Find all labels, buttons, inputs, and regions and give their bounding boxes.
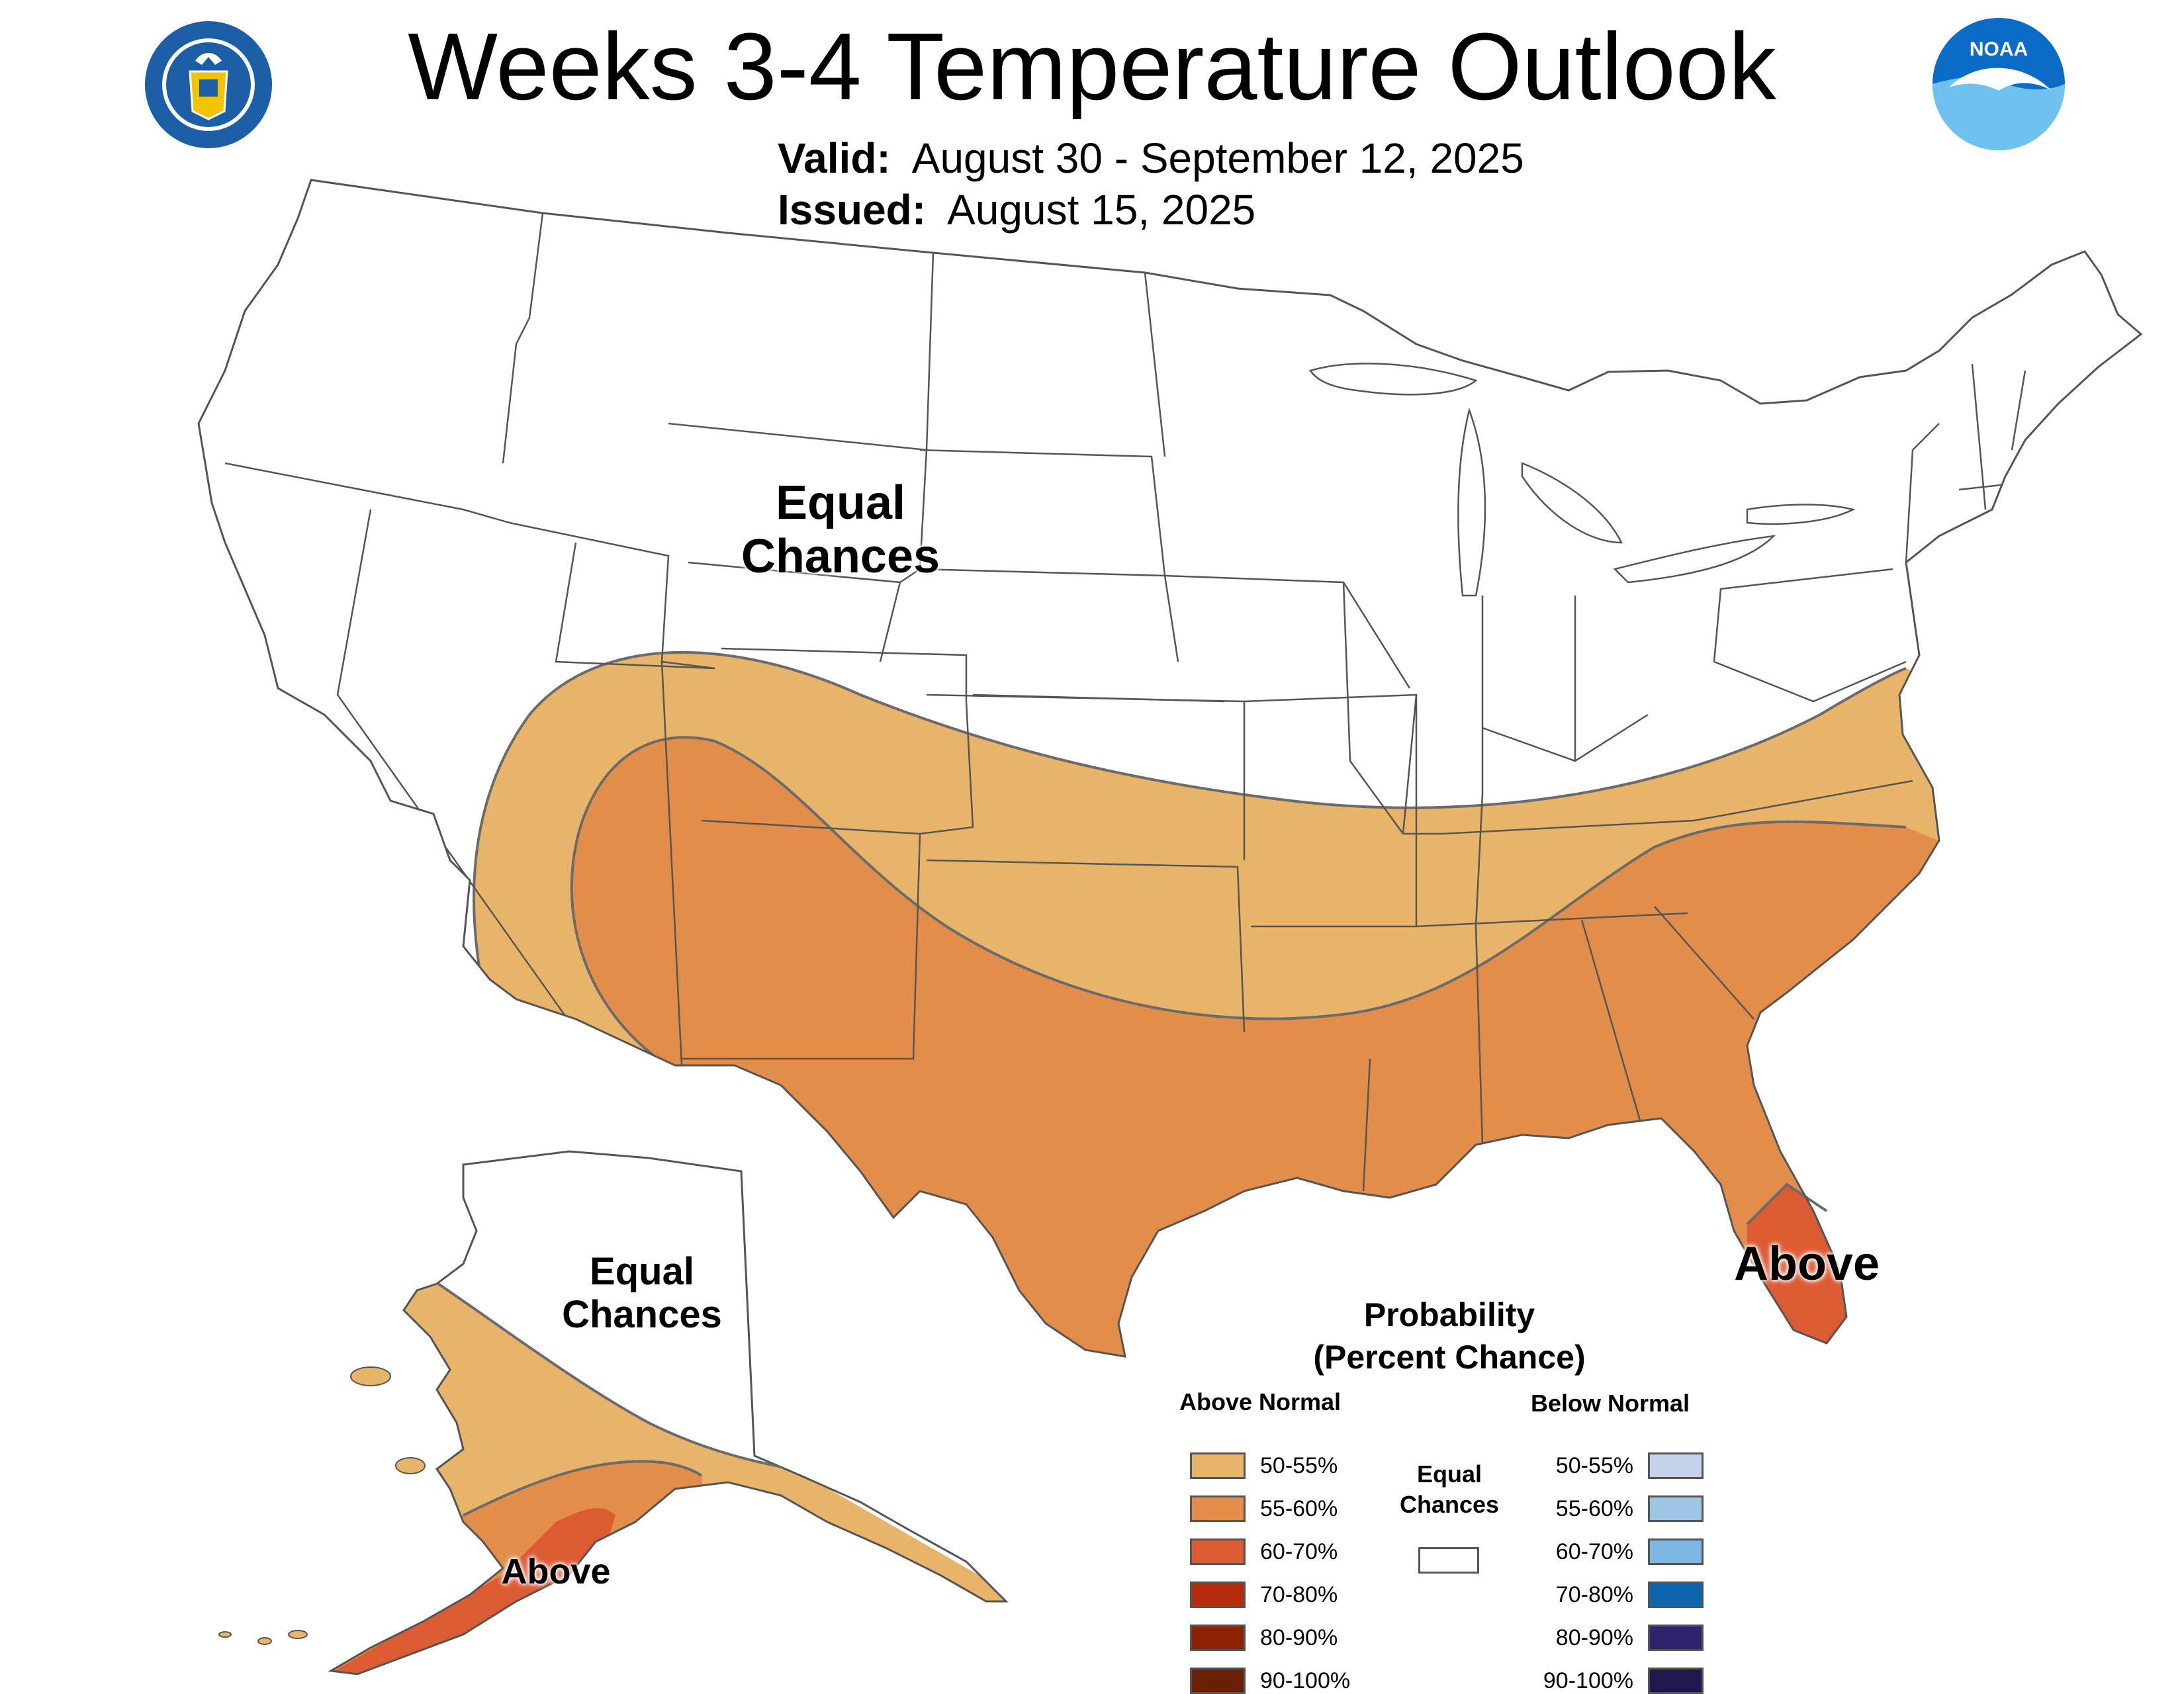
legend-below-swatch <box>1648 1582 1704 1608</box>
legend-above-range-label: 70-80% <box>1260 1582 1338 1607</box>
date-block: Valid: August 30 - September 12, 2025 Is… <box>778 132 1524 236</box>
legend-below-swatch <box>1648 1625 1704 1651</box>
legend-below-swatch <box>1648 1538 1704 1565</box>
legend-below-row: 70-80% <box>1534 1582 1704 1608</box>
legend-above-swatch <box>1190 1452 1246 1479</box>
legend-above-swatch <box>1190 1668 1246 1694</box>
florida-above-label: Above <box>1733 1237 1880 1290</box>
legend-below-swatch <box>1648 1452 1704 1479</box>
legend-above-row: 50-55% <box>1190 1452 1338 1479</box>
legend-below-range-label: 80-90% <box>1555 1625 1633 1650</box>
legend-below-range-label: 60-70% <box>1555 1538 1633 1564</box>
legend-below-swatch <box>1648 1495 1704 1522</box>
issued-value: August 15, 2025 <box>947 186 1256 234</box>
legend-above-swatch <box>1190 1625 1246 1651</box>
department-of-commerce-seal-icon <box>145 21 272 148</box>
legend-above-swatch <box>1190 1538 1246 1565</box>
alaska-above-label: Above <box>501 1552 611 1591</box>
noaa-logo-text: NOAA <box>1970 38 2028 60</box>
legend-above-range-label: 80-90% <box>1260 1625 1338 1650</box>
legend-above-row: 70-80% <box>1190 1582 1338 1608</box>
legend-equal-chances-label: Equal Chances <box>1399 1460 1500 1518</box>
legend-above-row: 90-100% <box>1190 1668 1350 1694</box>
great-lakes <box>1309 363 1856 597</box>
legend-above-range-label: 55-60% <box>1260 1495 1338 1521</box>
legend-below-row: 90-100% <box>1534 1668 1704 1694</box>
issued-line: Issued: August 15, 2025 <box>778 184 1524 236</box>
valid-label: Valid: <box>778 134 891 182</box>
ak-region-above-60-70 <box>331 1508 615 1674</box>
alaska-equal-chances-label: Equal Chances <box>562 1250 722 1336</box>
legend-above-range-label: 60-70% <box>1260 1538 1338 1564</box>
conus-equal-chances-label: Equal Chances <box>741 476 940 583</box>
noaa-logo-icon: NOAA <box>1933 18 2065 150</box>
legend-above-swatch <box>1190 1495 1246 1522</box>
issued-label: Issued: <box>778 186 927 234</box>
alaska-outline <box>331 1151 1006 1674</box>
legend-above-row: 80-90% <box>1190 1625 1338 1651</box>
legend-below-swatch <box>1648 1668 1704 1694</box>
legend-below-row: 80-90% <box>1534 1625 1704 1651</box>
legend-above-range-label: 90-100% <box>1260 1668 1351 1693</box>
legend-above-swatch <box>1190 1582 1246 1608</box>
legend-below-range-label: 55-60% <box>1555 1495 1633 1521</box>
legend-above-range-label: 50-55% <box>1260 1452 1338 1478</box>
legend-below-range-label: 90-100% <box>1543 1668 1633 1693</box>
page-title: Weeks 3-4 Temperature Outlook <box>408 13 1776 120</box>
legend-title: Probability (Percent Chance) <box>1313 1296 1586 1376</box>
legend-above-row: 60-70% <box>1190 1538 1338 1565</box>
legend-below-header: Below Normal <box>1531 1390 1690 1417</box>
valid-line: Valid: August 30 - September 12, 2025 <box>778 132 1524 184</box>
legend-above-header: Above Normal <box>1179 1388 1342 1415</box>
legend-below-row: 50-55% <box>1534 1452 1704 1479</box>
legend-below-range-label: 50-55% <box>1555 1452 1633 1478</box>
state-boundaries <box>224 212 2026 1192</box>
legend-below-range-label: 70-80% <box>1555 1582 1633 1607</box>
legend-equal-chances-swatch <box>1418 1547 1479 1574</box>
valid-value: August 30 - September 12, 2025 <box>911 134 1524 182</box>
legend-above-row: 55-60% <box>1190 1495 1338 1522</box>
legend-below-row: 60-70% <box>1534 1538 1704 1565</box>
legend-below-row: 55-60% <box>1534 1495 1704 1522</box>
